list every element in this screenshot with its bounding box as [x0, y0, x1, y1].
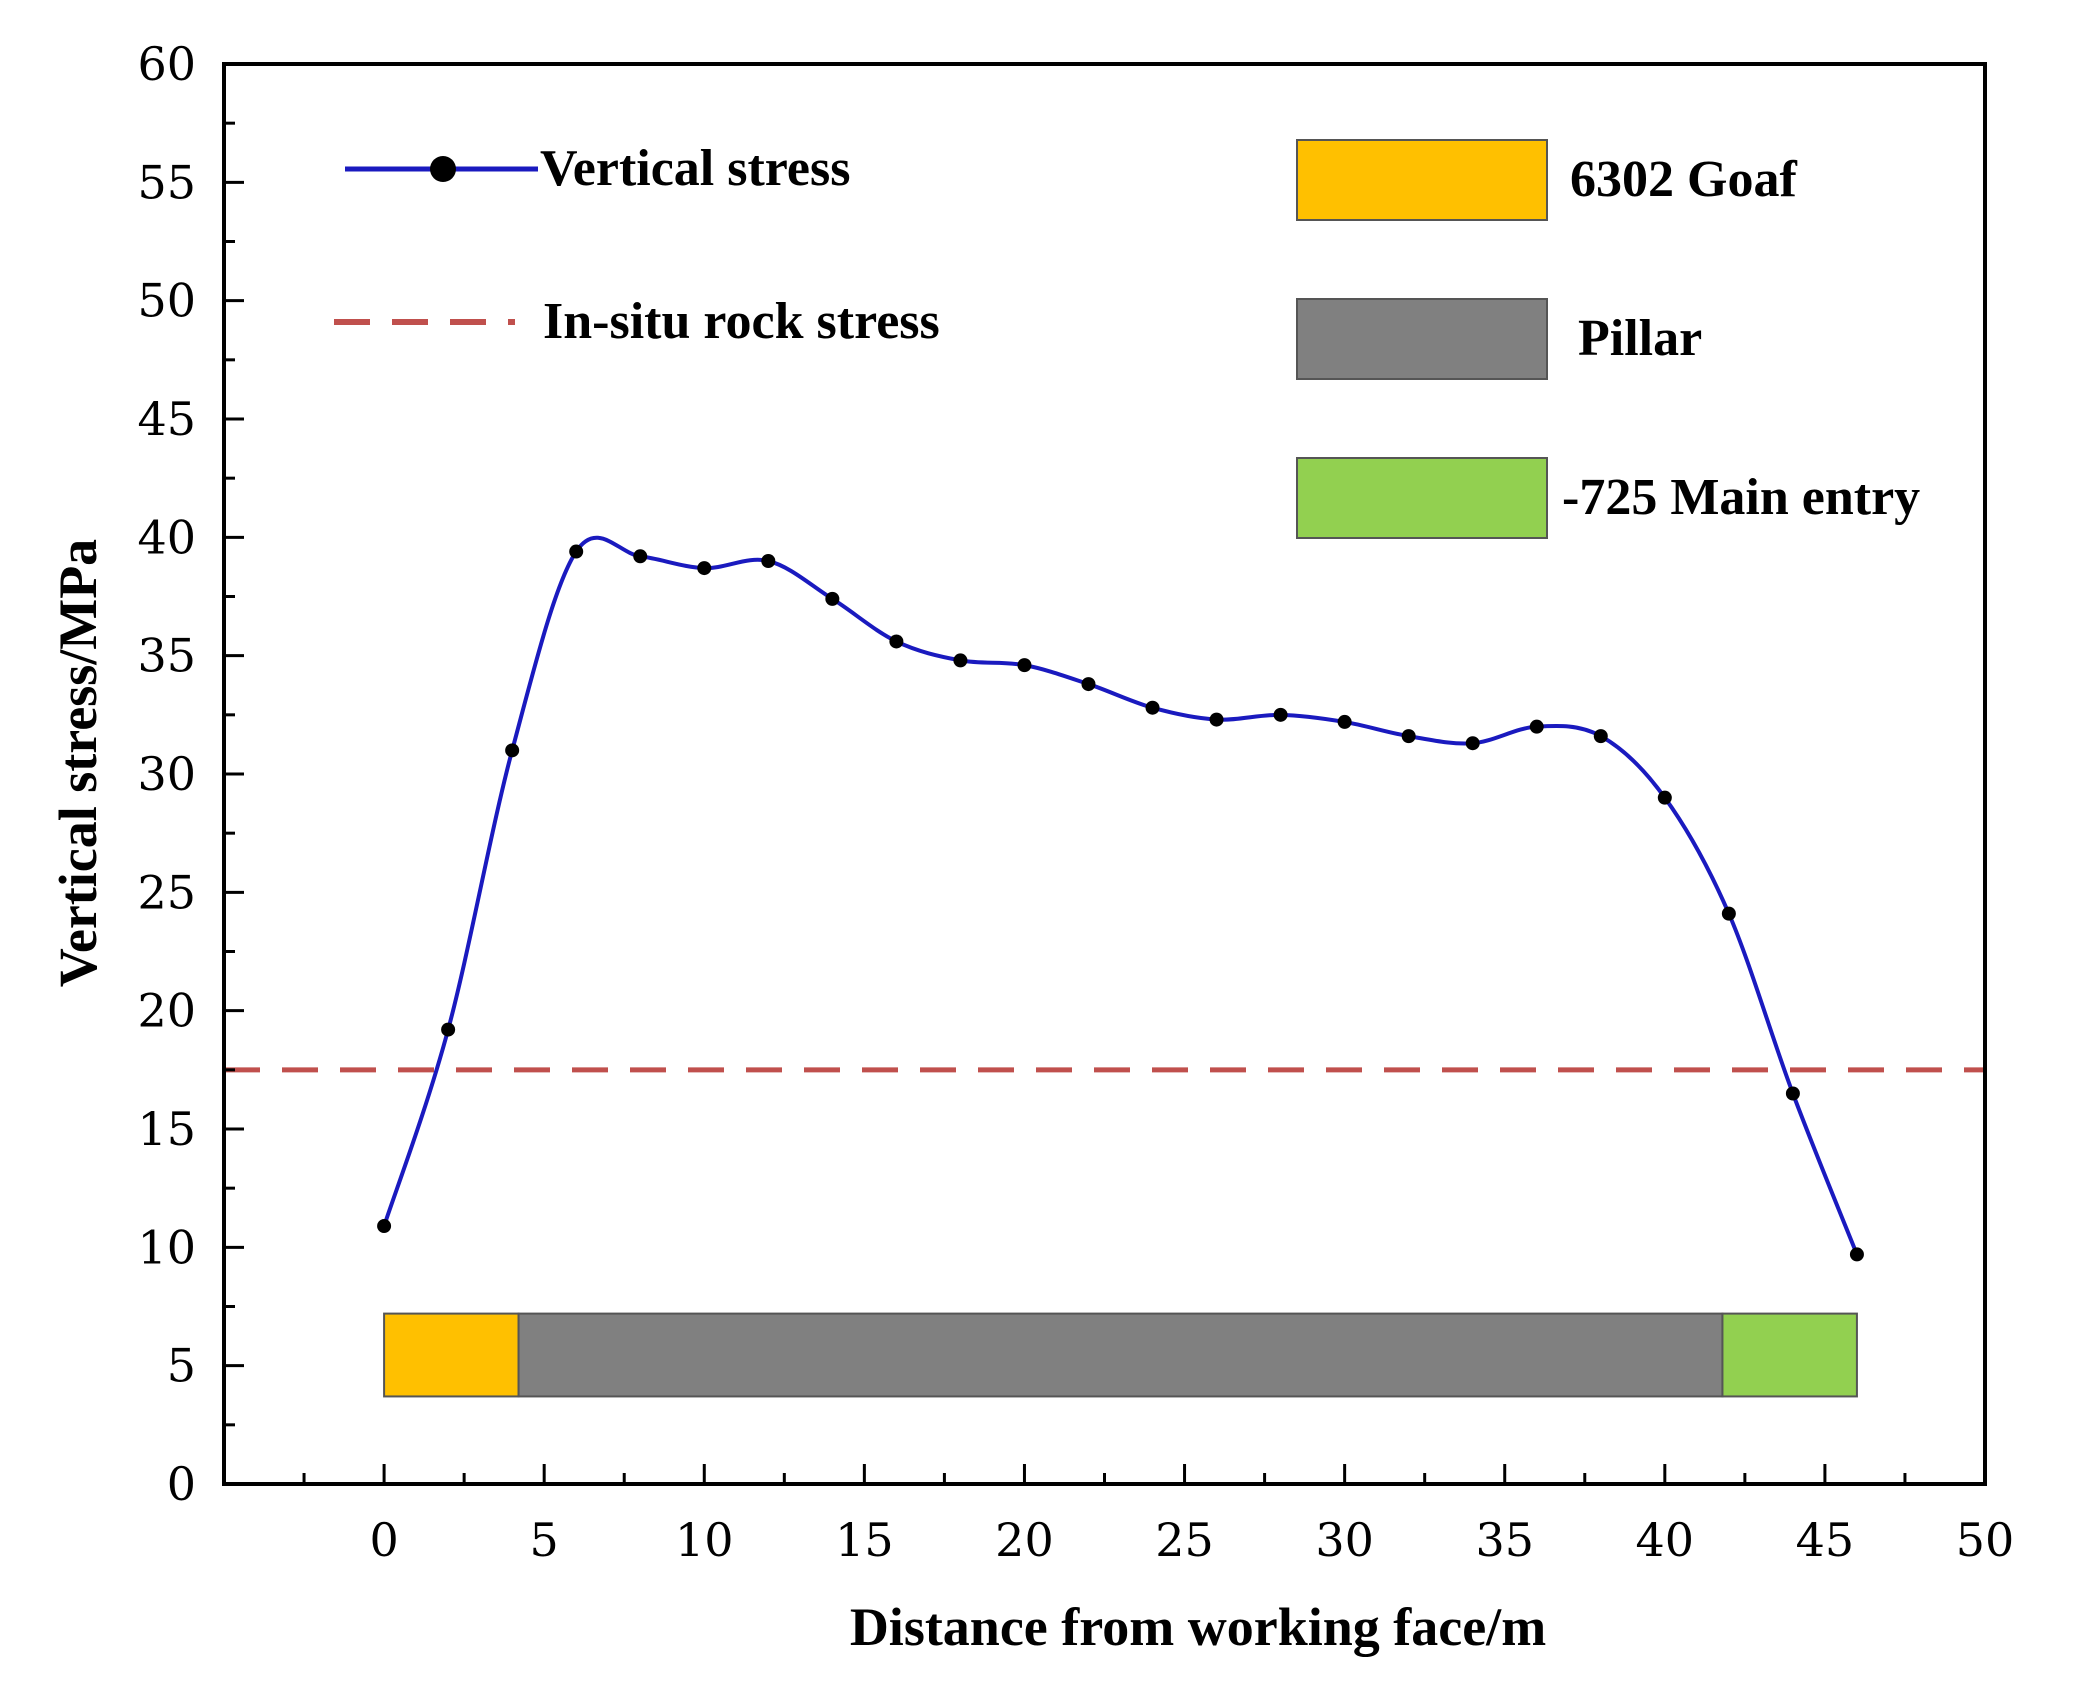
x-axis-title: Distance from working face/m [850, 1597, 1546, 1657]
y-tick-label-25: 25 [137, 865, 196, 919]
data-point-46 [1849, 1247, 1864, 1262]
legend-main-entry-label: -725 Main entry [1562, 469, 1920, 526]
plot-frame [222, 62, 1987, 1486]
x-tick-label-0: 0 [369, 1513, 398, 1567]
legend-pillar-label: Pillar [1578, 310, 1702, 367]
x-tick-label-35: 35 [1475, 1513, 1534, 1567]
y-tick-label-35: 35 [137, 629, 196, 683]
series-line [382, 535, 1859, 1256]
x-tick-label-5: 5 [530, 1513, 559, 1567]
x-tick-label-15: 15 [835, 1513, 894, 1567]
data-point-38 [1593, 729, 1608, 744]
x-tick-label-50: 50 [1956, 1513, 2015, 1567]
y-tick-label-15: 15 [137, 1102, 196, 1156]
y-tick-label-30: 30 [137, 747, 196, 801]
data-point-26 [1209, 712, 1224, 727]
data-point-14 [825, 591, 840, 606]
zone-6302-goaf [383, 1312, 520, 1398]
zone-pillar [517, 1312, 1724, 1398]
y-tick-label-40: 40 [137, 510, 196, 564]
y-tick-label-0: 0 [167, 1457, 196, 1511]
data-point-4 [505, 743, 520, 758]
data-point-32 [1401, 729, 1416, 744]
data-point-18 [953, 653, 968, 668]
vertical-stress-series [377, 535, 1864, 1262]
legend-pillar-swatch [1296, 298, 1548, 380]
data-point-6 [569, 544, 584, 559]
y-tick-label-60: 60 [137, 37, 196, 91]
data-point-30 [1337, 714, 1352, 729]
x-tick-label-25: 25 [1155, 1513, 1214, 1567]
data-point-28 [1273, 707, 1288, 722]
legend-series-label: Vertical stress [540, 140, 850, 197]
data-point-42 [1721, 906, 1736, 921]
data-point-34 [1465, 736, 1480, 751]
legend-goaf-swatch [1296, 139, 1548, 221]
x-tick-label-45: 45 [1796, 1513, 1855, 1567]
x-tick-label-30: 30 [1315, 1513, 1374, 1567]
y-tick-label-55: 55 [137, 155, 196, 209]
legend-series-marker [430, 156, 456, 182]
y-tick-label-5: 5 [167, 1339, 196, 1393]
x-axis-ticks: 0 5 10 15 20 25 30 35 40 45 50 [222, 1464, 2015, 1567]
x-tick-label-20: 20 [995, 1513, 1054, 1567]
legend: Vertical stress In-situ rock stress 6302… [334, 139, 1920, 539]
data-point-36 [1529, 719, 1544, 734]
data-point-44 [1785, 1086, 1800, 1101]
data-point-16 [889, 634, 904, 649]
y-tick-label-20: 20 [137, 984, 196, 1038]
y-tick-label-45: 45 [137, 392, 196, 446]
zone-band [383, 1312, 1858, 1398]
y-axis-title: Vertical stress/MPa [48, 539, 108, 987]
zone-725-main-entry [1721, 1312, 1858, 1398]
data-point-20 [1017, 658, 1032, 673]
data-point-40 [1657, 790, 1672, 805]
data-point-10 [697, 561, 712, 576]
data-point-22 [1081, 677, 1096, 692]
y-tick-label-50: 50 [137, 274, 196, 328]
data-point-12 [761, 554, 776, 568]
data-point-8 [633, 549, 648, 564]
y-tick-label-10: 10 [137, 1220, 196, 1274]
legend-main-entry-swatch [1296, 457, 1548, 539]
legend-goaf-label: 6302 Goaf [1570, 151, 1797, 208]
x-tick-label-10: 10 [675, 1513, 734, 1567]
x-tick-label-40: 40 [1636, 1513, 1695, 1567]
data-point-24 [1145, 700, 1160, 715]
data-point-2 [441, 1022, 456, 1037]
y-axis-ticks: 0 5 10 15 20 25 30 35 40 45 50 55 60 [137, 37, 244, 1511]
legend-reference-label: In-situ rock stress [543, 293, 940, 350]
data-point-0 [377, 1219, 392, 1234]
